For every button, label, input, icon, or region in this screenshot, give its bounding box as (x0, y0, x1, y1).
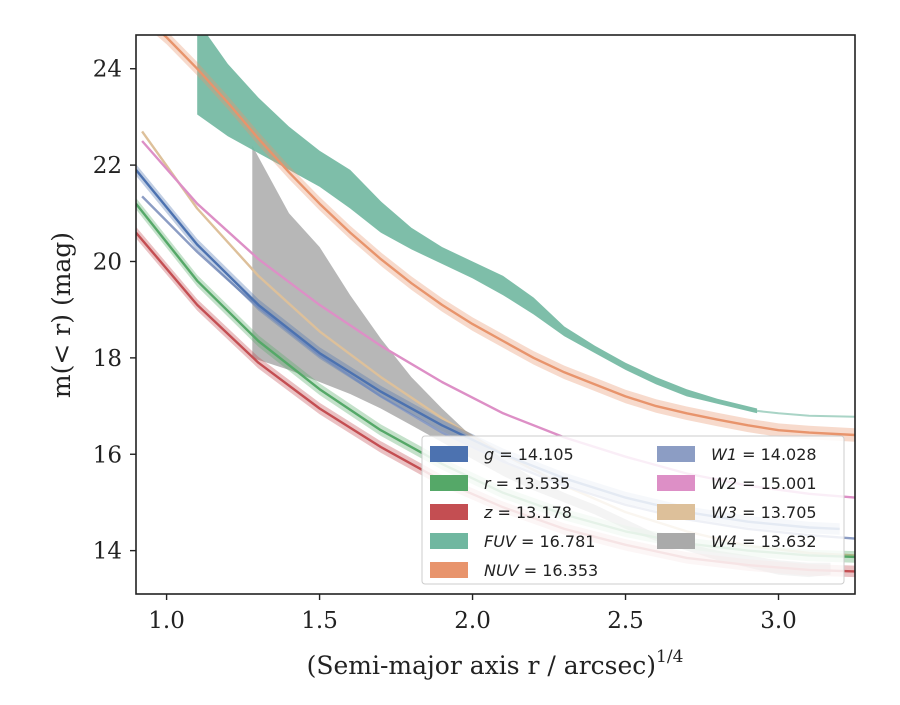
legend-swatch-w3 (657, 504, 695, 520)
series-fuv (197, 35, 855, 418)
legend-label-g: g = 14.105 (484, 445, 574, 464)
x-tick-label-2.5: 2.5 (607, 608, 644, 634)
legend-label-w3: W3 = 13.705 (711, 503, 817, 522)
legend-swatch-w2 (657, 475, 695, 491)
y-tick-label-24: 24 (93, 57, 122, 83)
series-nuv (155, 35, 855, 442)
legend-swatch-z (430, 504, 468, 520)
x-axis-label-exponent: 1/4 (656, 647, 683, 667)
legend-item-fuv: FUV = 16.781 (430, 532, 595, 551)
series-nuv-line (161, 35, 855, 437)
x-tick-label-3.0: 3.0 (760, 608, 797, 634)
legend-swatch-nuv (430, 562, 468, 578)
y-tick-label-16: 16 (93, 442, 122, 468)
legend-item-w1: W1 = 14.028 (657, 445, 817, 464)
x-tick-label-2.0: 2.0 (454, 608, 491, 634)
legend-swatch-w1 (657, 446, 695, 462)
y-tick-label-20: 20 (93, 249, 122, 275)
legend-label-w2: W2 = 15.001 (711, 474, 817, 493)
plot-frame (135, 34, 856, 595)
legend-label-nuv: NUV = 16.353 (484, 561, 598, 580)
y-axis-label: m(< r) (mag) (47, 232, 76, 398)
legend-label-fuv: FUV = 16.781 (484, 532, 595, 551)
legend-label-w4: W4 = 13.632 (711, 532, 817, 551)
legend-label-r: r = 13.535 (484, 474, 570, 493)
ticks-layer: 1.0 1.5 2.0 2.5 3.0 14 16 18 20 22 24 (93, 57, 797, 634)
y-tick-label-14: 14 (93, 539, 122, 565)
series-fuv-extension (756, 409, 855, 418)
x-axis-label: (Semi-major axis r / arcsec)1/4 (307, 647, 684, 680)
legend-swatch-w4 (657, 533, 695, 549)
legend-item-w4: W4 = 13.632 (657, 532, 817, 551)
legend-swatch-fuv (430, 533, 468, 549)
x-tick-label-1.0: 1.0 (148, 608, 185, 634)
legend-item-g: g = 14.105 (430, 445, 574, 464)
y-tick-label-18: 18 (93, 346, 122, 372)
legend-label-w1: W1 = 14.028 (711, 445, 817, 464)
legend-item-z: z = 13.178 (430, 503, 572, 522)
legend-swatch-g (430, 446, 468, 462)
legend-item-r: r = 13.535 (430, 474, 570, 493)
legend-item-nuv: NUV = 16.353 (430, 561, 598, 580)
legend-item-w3: W3 = 13.705 (657, 503, 817, 522)
legend-item-w2: W2 = 15.001 (657, 474, 817, 493)
legend-swatch-r (430, 475, 468, 491)
legend-frame (421, 435, 845, 585)
legend: g = 14.105 r = 13.535 z = 13.178 FUV = 16.7… (421, 435, 845, 585)
x-tick-label-1.5: 1.5 (301, 608, 338, 634)
y-tick-label-22: 22 (93, 153, 122, 179)
legend-label-z: z = 13.178 (483, 503, 572, 522)
